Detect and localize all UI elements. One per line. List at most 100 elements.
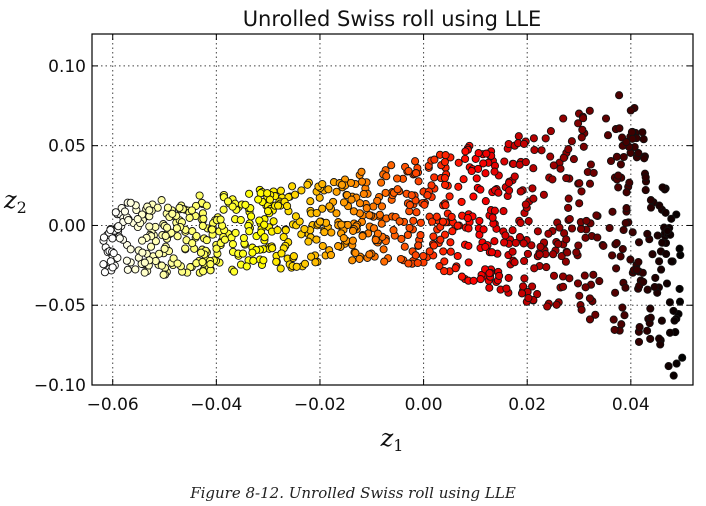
scatter-point <box>576 224 586 234</box>
scatter-point <box>621 218 630 228</box>
scatter-point <box>461 154 470 163</box>
scatter-point <box>196 248 206 257</box>
scatter-point <box>420 200 429 209</box>
x-tick-label: −0.06 <box>87 395 139 415</box>
scatter-point <box>564 194 573 203</box>
scatter-point <box>131 265 140 274</box>
scatter-point <box>173 259 182 268</box>
scatter-point <box>464 241 473 250</box>
scatter-point <box>585 106 594 115</box>
scatter-point <box>579 142 588 151</box>
scatter-point <box>646 313 655 322</box>
scatter-point <box>334 242 343 251</box>
scatter-point <box>635 323 644 332</box>
scatter-point <box>292 262 301 271</box>
scatter-point <box>289 252 298 261</box>
y-tick-label: −0.10 <box>34 376 86 396</box>
scatter-point <box>140 268 149 277</box>
scatter-point <box>672 210 681 219</box>
scatter-point <box>111 208 120 217</box>
scatter-point <box>639 135 648 144</box>
y-axis-label-subscript: 2 <box>17 198 27 217</box>
scatter-point <box>381 188 390 197</box>
scatter-point <box>263 207 273 216</box>
scatter-point <box>575 179 584 188</box>
scatter-point <box>552 300 561 309</box>
scatter-point <box>155 249 164 258</box>
scatter-point <box>565 274 574 283</box>
scatter-point <box>382 172 391 181</box>
scatter-point <box>554 239 563 249</box>
scatter-point <box>573 279 583 288</box>
scatter-point <box>223 197 233 206</box>
scatter-point <box>358 232 367 241</box>
scatter-point <box>479 159 488 168</box>
x-tick-label: −0.04 <box>190 395 242 415</box>
scatter-point <box>260 220 269 229</box>
scatter-point <box>160 244 169 253</box>
scatter-point <box>536 242 545 251</box>
scatter-point <box>529 194 538 203</box>
scatter-point <box>524 217 533 226</box>
scatter-point <box>414 241 423 250</box>
scatter-point <box>306 197 315 206</box>
scatter-point <box>126 245 135 254</box>
scatter-point <box>520 256 529 266</box>
scatter-point <box>618 303 627 312</box>
scatter-point <box>612 152 621 161</box>
scatter-point <box>533 290 542 299</box>
y-tick-label: 0.10 <box>48 57 86 77</box>
scatter-point <box>440 230 450 239</box>
scatter-point <box>439 247 448 256</box>
scatter-point <box>263 189 272 198</box>
scatter-point <box>542 263 551 272</box>
scatter-point <box>469 276 478 285</box>
scatter-point <box>476 185 485 194</box>
scatter-point <box>634 337 644 346</box>
y-axis-ticks: −0.10 −0.05 0.00 0.05 0.10 <box>34 57 693 396</box>
scatter-point <box>615 124 624 133</box>
scatter-point <box>303 180 312 189</box>
scatter-point <box>567 137 576 146</box>
scatter-point <box>586 160 595 169</box>
scatter-point <box>562 235 571 244</box>
scatter-point <box>648 250 657 259</box>
scatter-point <box>485 269 494 278</box>
x-axis-label-main: z <box>380 424 394 452</box>
scatter-point <box>504 273 513 282</box>
scatter-point <box>511 238 520 247</box>
scatter-point <box>510 258 519 267</box>
scatter-point <box>202 201 211 210</box>
scatter-point <box>272 257 281 266</box>
scatter-point <box>575 199 584 208</box>
scatter-point <box>371 235 380 244</box>
scatter-point <box>281 226 290 235</box>
scatter-point <box>108 234 117 243</box>
scatter-point <box>646 196 655 205</box>
scatter-point <box>533 227 542 236</box>
scatter-point <box>274 201 283 210</box>
scatter-point <box>469 192 478 201</box>
scatter-point <box>501 231 510 240</box>
scatter-point <box>516 218 525 227</box>
scatter-point <box>120 207 129 216</box>
scatter-point <box>559 114 568 123</box>
scatter-point <box>173 232 182 241</box>
scatter-point <box>643 229 652 238</box>
scatter-point <box>528 184 537 193</box>
scatter-point <box>247 212 256 221</box>
scatter-point <box>669 306 678 315</box>
scatter-point <box>453 251 462 261</box>
scatter-point <box>519 239 528 248</box>
scatter-point <box>157 261 166 270</box>
scatter-point <box>530 264 539 273</box>
scatter-point <box>325 202 334 211</box>
scatter-point <box>626 255 635 264</box>
scatter-point <box>405 223 414 232</box>
scatter-point <box>416 231 425 240</box>
scatter-point <box>616 252 625 261</box>
scatter-point <box>411 157 420 166</box>
scatter-point <box>407 191 416 200</box>
scatter-point <box>643 285 652 294</box>
scatter-point <box>389 226 398 235</box>
